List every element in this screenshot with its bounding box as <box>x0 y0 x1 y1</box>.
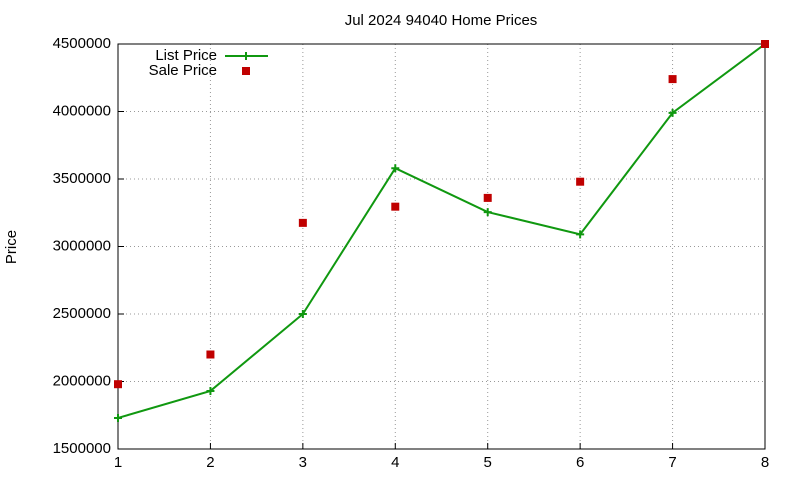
point <box>206 386 215 395</box>
point <box>114 413 122 422</box>
y-tick-label: 3500000 <box>53 170 111 187</box>
point <box>668 108 677 117</box>
point <box>206 350 215 359</box>
x-tick-label: 2 <box>206 454 214 471</box>
point <box>114 380 122 389</box>
point <box>576 177 585 186</box>
chart-title: Jul 2024 94040 Home Prices <box>345 12 538 29</box>
point <box>298 310 307 318</box>
y-tick-label: 2000000 <box>53 372 111 389</box>
y-tick-label: 4000000 <box>53 102 111 119</box>
point <box>298 218 307 227</box>
point <box>391 164 400 173</box>
point <box>576 230 585 239</box>
legend-swatch <box>242 52 250 60</box>
point <box>483 193 492 202</box>
x-tick-label: 6 <box>576 454 584 471</box>
x-tick-label: 3 <box>299 454 307 471</box>
x-tick-label: 5 <box>484 454 492 471</box>
legend-label: Sale Price <box>149 62 217 79</box>
point <box>483 208 492 217</box>
x-tick-label: 4 <box>391 454 399 471</box>
point <box>761 40 769 48</box>
point <box>668 75 677 84</box>
y-tick-label: 2500000 <box>53 305 111 322</box>
y-tick-label: 4500000 <box>53 35 111 52</box>
x-tick-label: 8 <box>761 454 769 471</box>
line <box>117 43 766 419</box>
y-tick-label: 3000000 <box>53 237 111 254</box>
legend-label: List Price <box>155 47 217 64</box>
point <box>391 202 400 211</box>
x-tick-label: 1 <box>114 454 122 471</box>
legend-swatch <box>242 67 250 75</box>
y-tick-label: 1500000 <box>53 440 111 457</box>
y-axis-label: Price <box>3 230 20 264</box>
x-tick-label: 7 <box>668 454 676 471</box>
plot-border <box>117 43 766 450</box>
